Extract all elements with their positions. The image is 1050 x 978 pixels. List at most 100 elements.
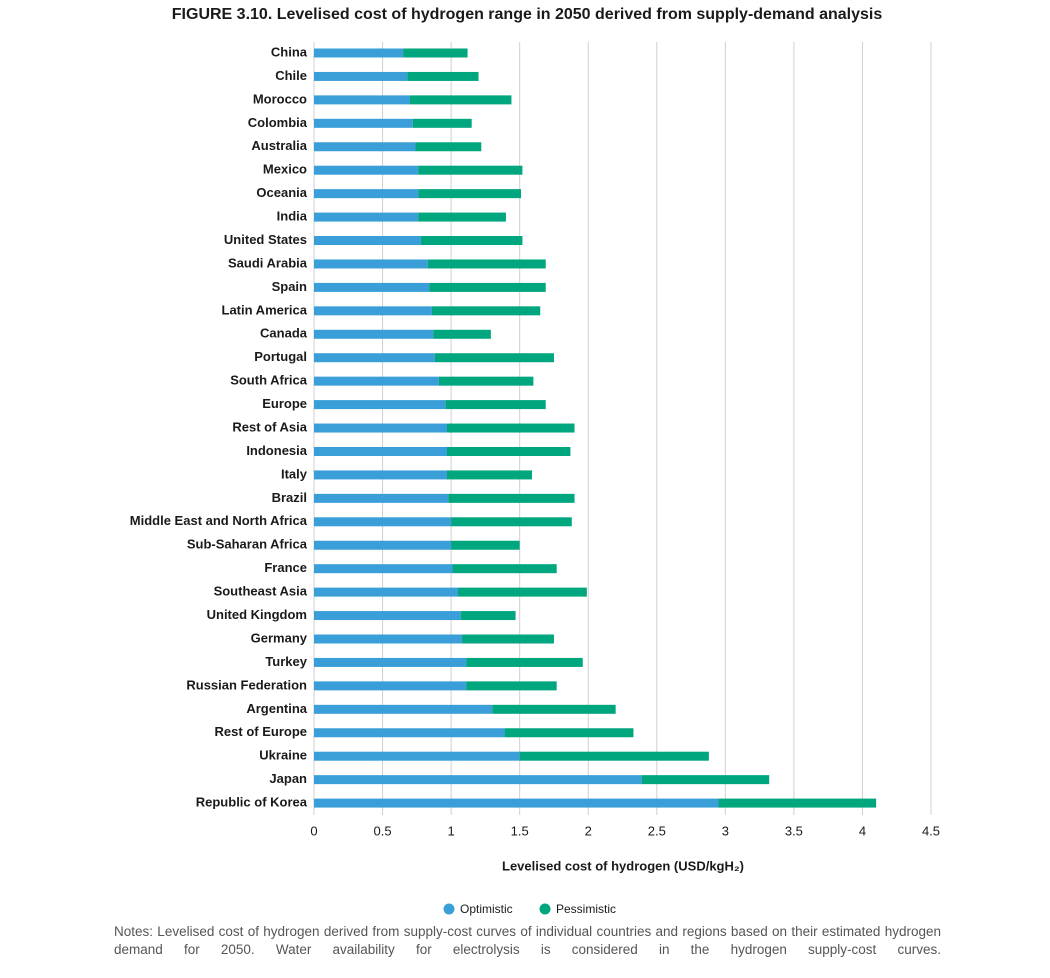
bar-optimistic: [314, 517, 452, 527]
y-tick-label: Canada: [260, 326, 308, 341]
x-tick-label: 2.5: [648, 823, 666, 838]
bar-optimistic: [314, 189, 419, 199]
bar-optimistic: [314, 775, 642, 785]
bar-optimistic: [314, 48, 404, 58]
bar-optimistic: [314, 493, 449, 503]
legend-swatch: [539, 903, 551, 915]
y-tick-label: Sub-Saharan Africa: [187, 537, 308, 552]
y-tick-label: Argentina: [246, 701, 307, 716]
y-tick-label: Mexico: [263, 162, 307, 177]
x-tick-label: 3.5: [785, 823, 803, 838]
bar-optimistic: [314, 634, 463, 644]
bar-optimistic: [314, 540, 452, 550]
bar-optimistic: [314, 259, 428, 269]
x-tick-label: 2: [585, 823, 592, 838]
bar-optimistic: [314, 704, 493, 714]
y-tick-label: Japan: [269, 771, 307, 786]
bar-pessimistic: [457, 587, 587, 597]
bar-pessimistic: [418, 189, 522, 199]
bar-pessimistic: [431, 306, 541, 316]
bar-optimistic: [314, 728, 505, 738]
y-tick-label: Brazil: [272, 490, 307, 505]
y-tick-label: India: [277, 209, 308, 224]
bar-optimistic: [314, 212, 419, 222]
bar-optimistic: [314, 306, 432, 316]
y-tick-label: Australia: [251, 138, 307, 153]
y-tick-label: Saudi Arabia: [228, 255, 308, 270]
bar-pessimistic: [434, 353, 554, 363]
bar-pessimistic: [466, 657, 583, 667]
bar-optimistic: [314, 376, 439, 386]
legend-swatch: [443, 903, 455, 915]
y-tick-label: France: [264, 560, 307, 575]
y-tick-label: Indonesia: [246, 443, 307, 458]
legend-label: Optimistic: [460, 902, 513, 916]
y-tick-label: Oceania: [256, 185, 307, 200]
y-tick-label: Rest of Asia: [232, 419, 307, 434]
bar-optimistic: [314, 657, 467, 667]
y-tick-label: Spain: [272, 279, 307, 294]
y-tick-label: Turkey: [265, 654, 307, 669]
y-tick-label: United States: [224, 232, 307, 247]
y-tick-label: South Africa: [230, 373, 308, 388]
bar-optimistic: [314, 71, 408, 81]
y-tick-label: Morocco: [253, 91, 307, 106]
bar-optimistic: [314, 446, 447, 456]
x-tick-label: 0: [310, 823, 317, 838]
bar-optimistic: [314, 95, 410, 105]
y-tick-label: China: [271, 44, 308, 59]
bar-pessimistic: [451, 540, 520, 550]
bar-pessimistic: [460, 611, 516, 621]
bar-optimistic: [314, 236, 421, 246]
bar-optimistic: [314, 142, 416, 152]
bar-optimistic: [314, 798, 719, 808]
bar-pessimistic: [418, 212, 506, 222]
y-tick-label: Portugal: [254, 349, 307, 364]
bar-pessimistic: [519, 751, 709, 761]
y-tick-label: Southeast Asia: [214, 584, 308, 599]
bar-pessimistic: [492, 704, 616, 714]
bar-optimistic: [314, 353, 435, 363]
y-tick-label: Rest of Europe: [215, 724, 307, 739]
x-tick-label: 4: [859, 823, 866, 838]
bar-optimistic: [314, 681, 467, 691]
bar-pessimistic: [445, 400, 546, 410]
x-axis-title: Levelised cost of hydrogen (USD/kgH₂): [502, 858, 744, 873]
bar-optimistic: [314, 587, 458, 597]
x-tick-label: 1: [447, 823, 454, 838]
bar-pessimistic: [718, 798, 877, 808]
x-tick-label: 4.5: [922, 823, 940, 838]
bar-pessimistic: [409, 95, 512, 105]
bar-pessimistic: [438, 376, 534, 386]
bar-pessimistic: [466, 681, 557, 691]
x-tick-label: 3: [722, 823, 729, 838]
bar-pessimistic: [462, 634, 554, 644]
chart-title: FIGURE 3.10. Levelised cost of hydrogen …: [172, 6, 883, 23]
bar-optimistic: [314, 165, 419, 175]
y-tick-label: Latin America: [222, 302, 308, 317]
bar-optimistic: [314, 282, 430, 292]
bar-optimistic: [314, 329, 434, 339]
legend-label: Pessimistic: [556, 902, 616, 916]
bar-optimistic: [314, 470, 447, 480]
bar-pessimistic: [504, 728, 634, 738]
bar-pessimistic: [451, 517, 572, 527]
bar-pessimistic: [433, 329, 491, 339]
notes: Notes: Levelised cost of hydrogen derive…: [114, 924, 941, 957]
bar-pessimistic: [403, 48, 468, 58]
bar-optimistic: [314, 400, 446, 410]
y-tick-label: Germany: [251, 630, 308, 645]
y-tick-label: Colombia: [248, 115, 308, 130]
bar-pessimistic: [412, 118, 472, 128]
bar-pessimistic: [448, 493, 575, 503]
y-tick-label: Italy: [281, 466, 308, 481]
bar-pessimistic: [427, 259, 546, 269]
bar-pessimistic: [446, 470, 533, 480]
bar-pessimistic: [446, 423, 575, 433]
x-tick-label: 0.5: [374, 823, 392, 838]
bar-optimistic: [314, 611, 461, 621]
y-tick-label: Europe: [262, 396, 307, 411]
y-tick-label: Russian Federation: [186, 677, 307, 692]
y-tick-label: Middle East and North Africa: [130, 513, 308, 528]
